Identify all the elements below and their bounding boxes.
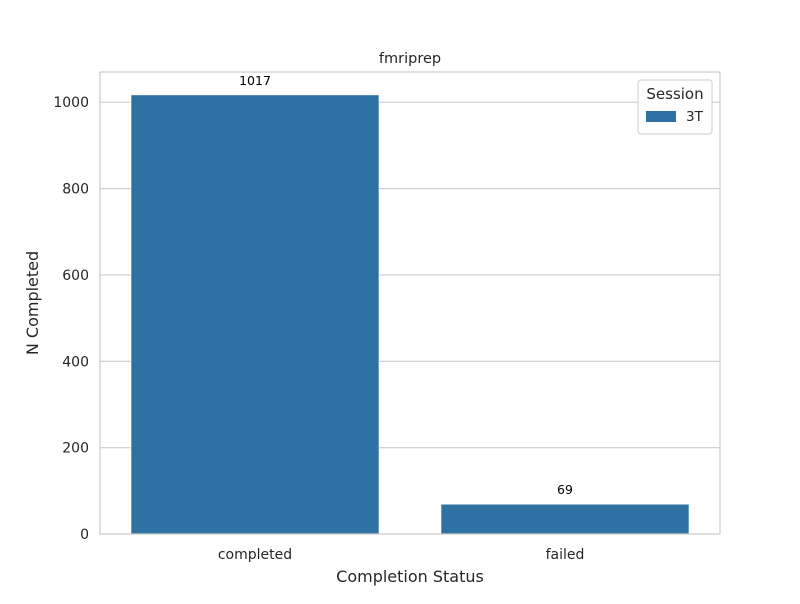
- y-tick-label: 1000: [53, 95, 89, 111]
- data-label-completed: 1017: [239, 73, 271, 88]
- y-tick-label: 600: [62, 268, 89, 284]
- y-tick-label: 400: [62, 354, 89, 370]
- legend-swatch-3t: [646, 111, 676, 122]
- x-tick-label-completed: completed: [218, 547, 292, 563]
- y-tick-label: 0: [80, 527, 89, 543]
- y-tick-labels: 0 200 400 600 800 1000: [53, 95, 89, 543]
- y-axis-title: N Completed: [23, 251, 42, 355]
- plot-frame: [99, 71, 721, 535]
- y-tick-label: 800: [62, 182, 89, 198]
- legend-label-3t: 3T: [686, 109, 704, 125]
- legend-title: Session: [646, 85, 703, 103]
- bars: [130, 94, 690, 535]
- data-label-failed: 69: [557, 482, 573, 497]
- y-tick-label: 200: [62, 441, 89, 457]
- bar-failed: [440, 503, 690, 535]
- bar-completed: [130, 94, 380, 535]
- legend: Session 3T: [637, 79, 713, 135]
- x-axis-title: Completion Status: [336, 567, 484, 586]
- x-tick-label-failed: failed: [546, 547, 585, 563]
- x-tick-labels: completed failed: [218, 547, 585, 563]
- data-labels: 1017 69: [239, 73, 573, 497]
- chart-title: fmriprep: [379, 51, 441, 67]
